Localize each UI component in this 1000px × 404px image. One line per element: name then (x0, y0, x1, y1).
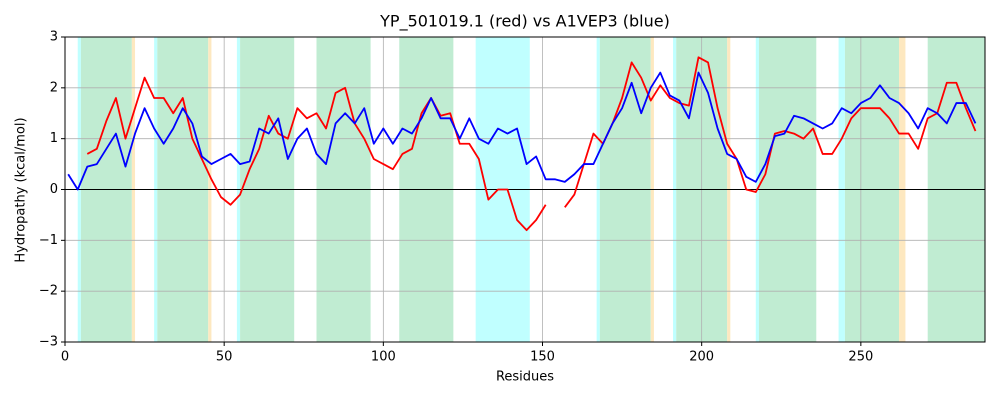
y-tick-label: 2 (50, 80, 58, 95)
chart-title: YP_501019.1 (red) vs A1VEP3 (blue) (379, 12, 670, 32)
y-tick-label: −1 (39, 233, 58, 248)
x-tick-label: 150 (530, 350, 555, 365)
x-tick-label: 100 (371, 350, 396, 365)
y-tick-label: −3 (39, 335, 58, 350)
y-tick-label: 1 (50, 131, 58, 146)
data-line (67, 71, 977, 191)
y-tick-label: −2 (39, 284, 58, 299)
x-tick-label: 50 (216, 350, 233, 365)
x-tick-label: 250 (848, 350, 873, 365)
x-axis-label: Residues (496, 370, 554, 385)
y-tick-label: 3 (50, 30, 58, 45)
plot-frame (64, 36, 986, 343)
y-axis-label: Hydropathy (kcal/mol) (14, 117, 29, 262)
x-tick-label: 200 (689, 350, 714, 365)
y-tick-label: 0 (50, 182, 58, 197)
data-line (86, 56, 977, 232)
x-tick-label: 0 (61, 350, 69, 365)
